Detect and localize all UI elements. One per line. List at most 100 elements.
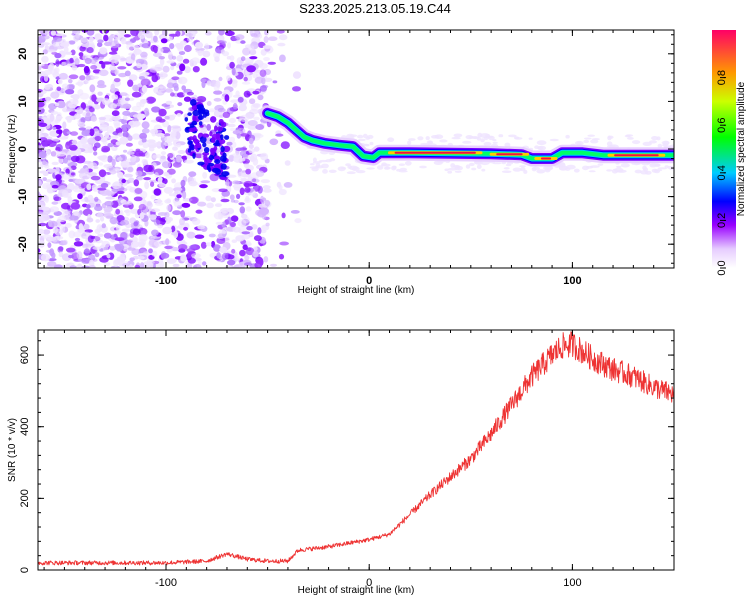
spectrum-speckle <box>128 177 135 183</box>
spectrum-speckle <box>77 79 83 87</box>
spectrum-speckle <box>153 219 161 226</box>
spectrum-speckle <box>238 261 246 268</box>
spectrum-speckle <box>407 140 412 146</box>
spectrum-speckle <box>211 188 222 193</box>
spectrum-speckle <box>124 174 134 178</box>
spectrum-speckle <box>58 246 64 252</box>
spectrum-speckle <box>85 75 91 81</box>
spectrum-speckle <box>87 194 94 201</box>
spectrum-speckle <box>181 202 191 208</box>
spectrum-speckle <box>150 208 161 213</box>
spectrum-speckle <box>110 265 121 268</box>
spectrum-speckle <box>347 165 353 169</box>
spectrum-speckle <box>155 132 165 137</box>
colorbar-tick-label: 0.0 <box>716 260 728 275</box>
spectrum-speckle <box>654 169 660 174</box>
spectrum-speckle <box>73 231 82 238</box>
spectrum-speckle <box>267 36 278 41</box>
spectrum-speckle <box>181 85 186 91</box>
spectrum-speckle <box>124 70 131 77</box>
spectrogram-y-label: Frequency (Hz) <box>7 115 18 184</box>
y-tick-label: 200 <box>19 489 31 507</box>
spectrum-speckle <box>462 140 472 144</box>
spectrum-speckle <box>106 191 115 197</box>
spectrum-speckle <box>102 141 108 145</box>
spectrum-speckle <box>176 55 184 62</box>
spectrum-speckle <box>189 244 197 250</box>
spectrum-speckle <box>277 42 286 47</box>
spectrum-speckle <box>189 144 195 151</box>
spectrum-speckle <box>38 145 44 149</box>
spectrum-speckle <box>47 49 57 53</box>
spectrum-speckle <box>38 122 48 128</box>
spectrum-speckle <box>240 56 246 62</box>
spectrum-speckle <box>167 168 176 175</box>
spectrum-speckle <box>41 55 49 63</box>
spectrum-speckle <box>90 175 101 181</box>
spectrum-speckle <box>115 224 121 232</box>
spectrum-speckle <box>68 150 78 156</box>
spectrum-speckle <box>215 221 223 225</box>
spectrum-speckle <box>89 84 96 93</box>
spectrum-speckle <box>153 240 162 247</box>
spectrum-speckle <box>50 30 57 36</box>
spectrum-speckle <box>169 43 175 50</box>
spectrum-speckle <box>260 179 270 184</box>
spectrum-speckle <box>170 65 175 71</box>
spectrum-speckle <box>235 34 245 40</box>
spectrum-speckle <box>176 142 181 148</box>
spectrum-speckle <box>245 168 252 175</box>
spectrum-speckle <box>123 34 131 38</box>
spectrum-speckle <box>166 60 175 64</box>
spectrum-speckle <box>252 178 257 183</box>
spectrum-speckle <box>202 142 207 148</box>
spectrum-speckle <box>195 209 203 214</box>
spectrum-speckle <box>172 263 180 268</box>
spectrum-speckle <box>235 147 244 152</box>
spectrum-speckle <box>38 151 47 159</box>
spectrum-speckle <box>38 248 41 253</box>
spectrum-speckle <box>44 31 50 37</box>
spectrum-speckle <box>47 242 52 249</box>
spectrum-speckle <box>257 33 263 39</box>
spectrum-speckle <box>81 265 92 268</box>
spectrum-speckle <box>54 102 60 107</box>
colorbar-ticks: 0.0 0.2 0.4 0.6 0.8 <box>716 70 728 276</box>
spectrum-speckle <box>149 66 159 73</box>
spectrum-speckle <box>141 121 150 129</box>
spectrum-speckle <box>81 236 88 239</box>
spectrum-speckle <box>262 188 272 193</box>
spectrum-speckle <box>471 167 477 171</box>
spectrum-speckle <box>481 168 486 172</box>
spectrum-speckle <box>114 230 122 235</box>
spectrum-speckle <box>588 170 596 173</box>
spectrum-speckle <box>159 71 166 80</box>
spectrum-speckle <box>176 194 182 199</box>
spectrum-speckle <box>165 238 170 246</box>
spectrum-speckle <box>262 45 272 49</box>
spectrum-speckle <box>248 98 256 105</box>
spectrum-speckle <box>121 228 131 232</box>
spectrum-speckle <box>431 135 439 139</box>
spectrum-speckle <box>38 228 45 235</box>
spectrum-speckle <box>77 63 86 68</box>
spectrum-speckle <box>278 184 283 190</box>
spectrum-speckle <box>154 30 160 36</box>
spectrum-speckle <box>214 125 218 132</box>
spectrum-speckle <box>149 128 159 135</box>
spectrum-speckle <box>246 226 253 231</box>
spectrum-speckle <box>51 252 56 259</box>
spectrum-speckle <box>227 216 232 225</box>
spectrum-speckle <box>152 52 162 58</box>
spectrum-speckle <box>226 141 233 146</box>
spectrum-speckle <box>189 196 199 204</box>
spectrum-speckle <box>236 193 241 199</box>
spectrum-speckle <box>216 126 223 132</box>
spectrum-speckle <box>106 253 111 259</box>
spectrum-speckle <box>42 160 47 166</box>
spectrum-speckle <box>252 103 261 109</box>
spectrum-speckle <box>79 45 86 52</box>
spectrum-speckle <box>231 80 238 88</box>
spectrum-speckle <box>480 138 485 143</box>
spectrum-speckle <box>200 241 207 249</box>
